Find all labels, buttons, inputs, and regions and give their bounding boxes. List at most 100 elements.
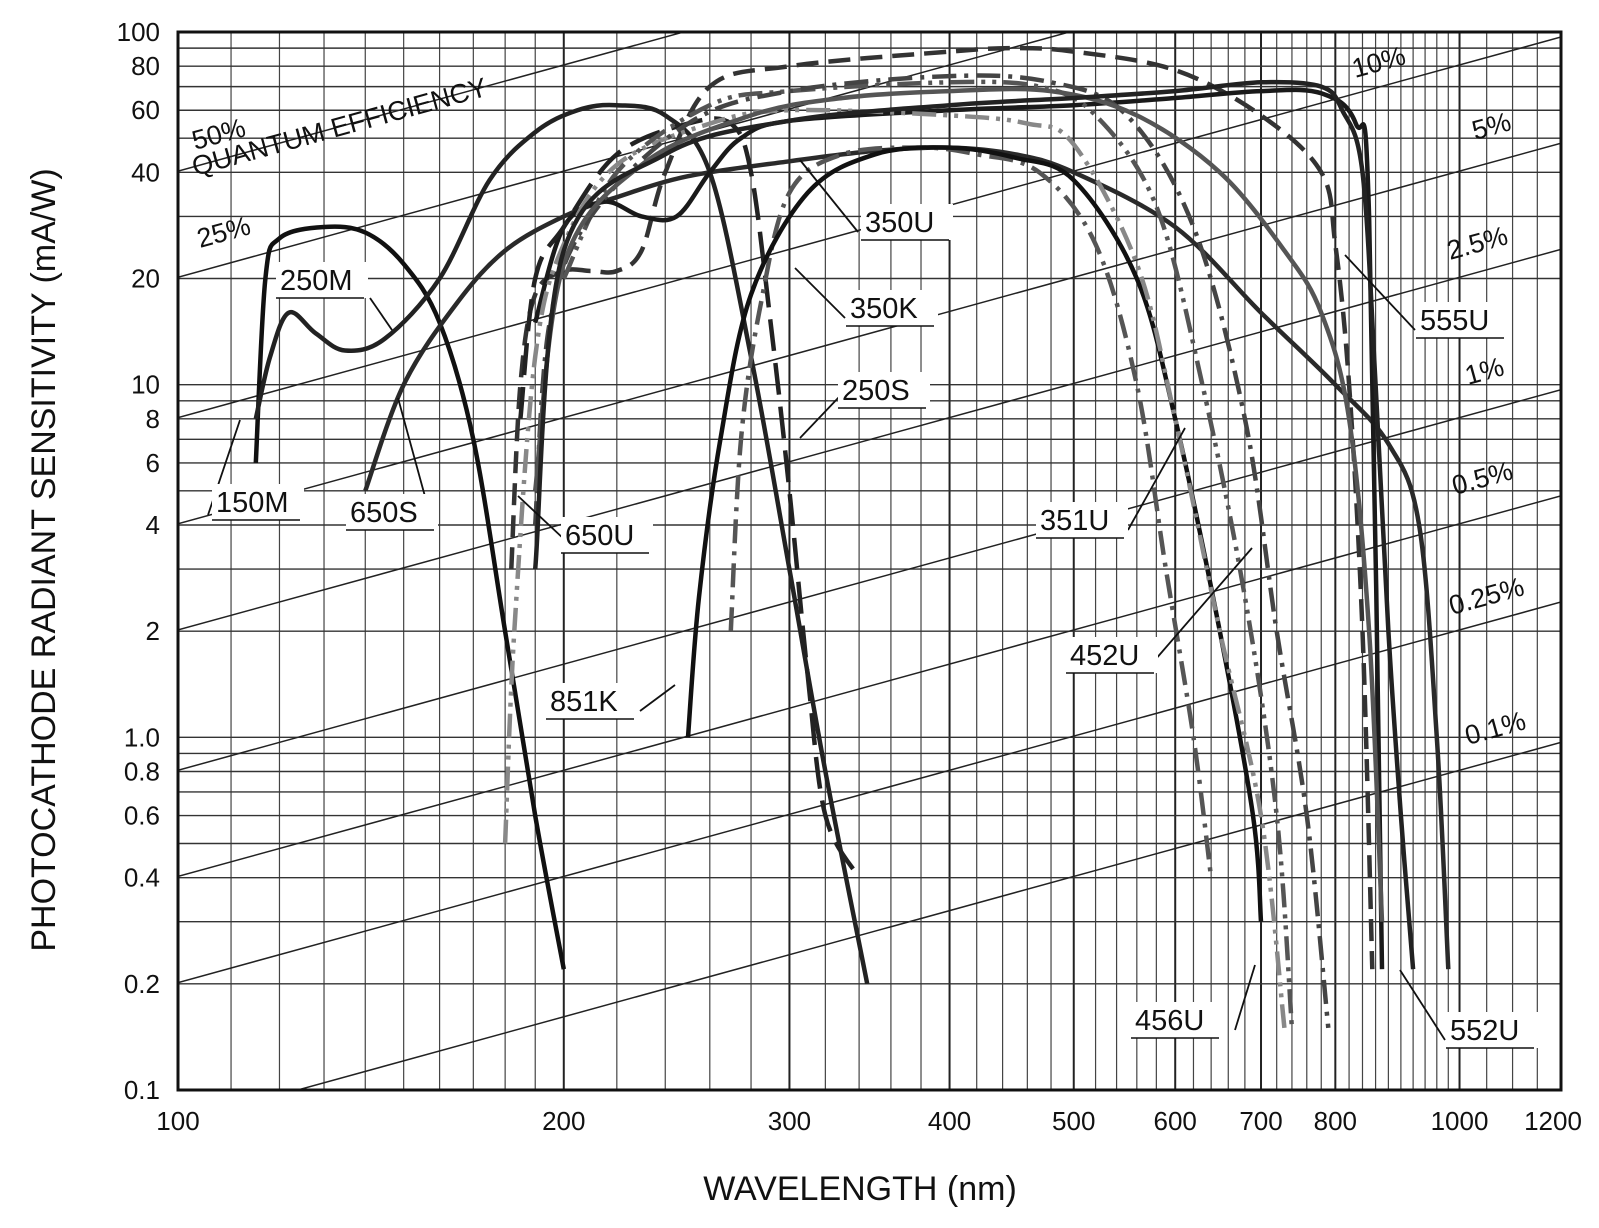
curve-label-555U: 555U bbox=[1344, 254, 1508, 339]
curve-label-350K: 350K bbox=[794, 267, 938, 327]
curve-label-text: 150M bbox=[216, 487, 289, 519]
curve-452U bbox=[561, 79, 1295, 1029]
qe-line bbox=[178, 601, 1561, 984]
curve-label-250M: 250M bbox=[276, 262, 393, 331]
x-tick-label: 300 bbox=[768, 1106, 811, 1136]
y-tick-label: 1.0 bbox=[124, 722, 160, 752]
leader-line bbox=[1154, 547, 1253, 661]
curve-label-text: 250S bbox=[842, 375, 910, 407]
curve-label-452U: 452U bbox=[1066, 547, 1253, 674]
plot-frame bbox=[176, 30, 1563, 1092]
curve-label-text: 452U bbox=[1070, 640, 1139, 672]
leader-line bbox=[799, 159, 859, 233]
x-tick-label: 1000 bbox=[1431, 1106, 1489, 1136]
label-background bbox=[861, 204, 953, 240]
qe-line bbox=[294, 741, 1561, 1090]
y-tick-label: 40 bbox=[131, 157, 160, 187]
leader-line bbox=[794, 267, 846, 319]
curve-350K bbox=[518, 116, 862, 879]
curve-label-text: 650S bbox=[350, 497, 418, 529]
curve-label-351U: 351U bbox=[1036, 427, 1186, 539]
curve-label-650S: 650S bbox=[346, 397, 438, 531]
curve-label-text: 650U bbox=[565, 520, 634, 552]
curve-350U bbox=[533, 87, 1385, 970]
label-background bbox=[1066, 637, 1158, 673]
label-background bbox=[212, 484, 304, 520]
y-tick-label: 20 bbox=[131, 264, 160, 294]
label-background bbox=[1036, 502, 1128, 538]
curve-label-text: 456U bbox=[1135, 1005, 1204, 1037]
label-background bbox=[276, 262, 368, 298]
x-tick-label: 200 bbox=[542, 1106, 585, 1136]
y-tick-label: 0.1 bbox=[124, 1075, 160, 1105]
curve-label-150M: 150M bbox=[207, 419, 304, 521]
leader-line bbox=[369, 297, 393, 331]
x-axis-title: WAVELENGTH (nm) bbox=[703, 1170, 1017, 1208]
curve-label-350U: 350U bbox=[799, 159, 953, 241]
qe-label: 2.5% bbox=[1444, 221, 1511, 266]
qe-line bbox=[178, 32, 1073, 278]
y-tick-label: 0.2 bbox=[124, 969, 160, 999]
curve-label-text: 350K bbox=[850, 293, 918, 325]
curve-label-456U: 456U bbox=[1131, 964, 1256, 1039]
curve-label-650U: 650U bbox=[517, 495, 653, 554]
curve-150M bbox=[253, 224, 567, 970]
qe-label: 5% bbox=[1469, 107, 1515, 146]
qe-line bbox=[178, 142, 1561, 525]
y-tick-label: 60 bbox=[131, 95, 160, 125]
x-tick-label: 700 bbox=[1239, 1106, 1282, 1136]
curve-label-text: 552U bbox=[1450, 1015, 1519, 1047]
curve-label-text: 851K bbox=[550, 686, 618, 718]
leader-line bbox=[799, 395, 841, 439]
curve-label-text: 350U bbox=[865, 207, 934, 239]
qe-line bbox=[178, 388, 1561, 772]
qe-line bbox=[178, 495, 1561, 878]
y-tick-label: 0.8 bbox=[124, 757, 160, 787]
leader-line bbox=[1127, 427, 1186, 531]
curve-label-851K: 851K bbox=[546, 683, 676, 720]
curve-555U bbox=[532, 79, 1416, 970]
quantum-efficiency-lines bbox=[178, 32, 1561, 1090]
y-tick-label: 80 bbox=[131, 51, 160, 81]
curve-label-552U: 552U bbox=[1399, 969, 1538, 1049]
curve-250S bbox=[728, 145, 1214, 878]
curve-label-text: 250M bbox=[280, 265, 353, 297]
y-tick-label: 8 bbox=[146, 404, 160, 434]
qe-line bbox=[178, 32, 687, 172]
y-tick-label: 2 bbox=[146, 616, 160, 646]
label-background bbox=[838, 372, 930, 408]
y-tick-label: 4 bbox=[146, 510, 160, 540]
x-tick-label: 1200 bbox=[1524, 1106, 1582, 1136]
label-background bbox=[561, 517, 653, 553]
curve-250M bbox=[253, 102, 870, 985]
y-tick-label: 100 bbox=[117, 17, 160, 47]
grid bbox=[177, 31, 1562, 1091]
qe-line bbox=[178, 248, 1561, 631]
x-tick-labels: 100 200 300 400 500 600 700 800 1000 1200 bbox=[156, 1106, 1582, 1136]
curve-label-text: 351U bbox=[1040, 505, 1109, 537]
y-tick-label: 0.4 bbox=[124, 863, 160, 893]
qe-label: 10% bbox=[1349, 41, 1409, 84]
x-tick-label: 500 bbox=[1052, 1106, 1095, 1136]
label-background bbox=[1446, 1012, 1538, 1048]
leader-line bbox=[639, 684, 676, 712]
x-tick-label: 400 bbox=[928, 1106, 971, 1136]
curve-351U bbox=[502, 107, 1287, 1029]
curve-labels: 150M 250M 650S 650U 350U 350K 250S 851K 351U 452U… bbox=[207, 159, 1538, 1049]
leader-line bbox=[1234, 964, 1256, 1031]
leader-line bbox=[517, 495, 566, 541]
curves bbox=[253, 45, 1451, 1029]
label-background bbox=[1131, 1002, 1223, 1038]
curve-650U bbox=[509, 45, 1375, 970]
label-background bbox=[546, 683, 638, 719]
x-tick-label: 800 bbox=[1314, 1106, 1357, 1136]
label-background bbox=[846, 290, 938, 326]
y-tick-label: 10 bbox=[131, 370, 160, 400]
leader-line bbox=[1344, 254, 1416, 331]
curve-650S bbox=[363, 145, 1451, 970]
curve-label-250S: 250S bbox=[799, 372, 930, 439]
curve-456U bbox=[532, 73, 1331, 1029]
x-tick-label: 600 bbox=[1154, 1106, 1197, 1136]
curve-552U bbox=[532, 86, 1385, 922]
